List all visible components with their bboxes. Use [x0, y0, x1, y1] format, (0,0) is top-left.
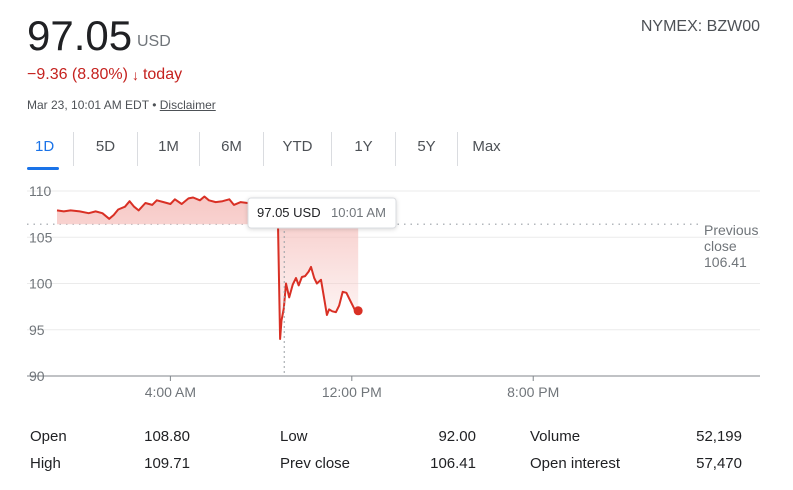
price-chart[interactable]: 90 95 100 105 110 4:00 AM 12:00 PM 8:00 PM Previ… — [0, 175, 793, 405]
arrow-down-icon: ↓ — [131, 67, 139, 83]
disclaimer-link[interactable]: Disclaimer — [159, 98, 216, 112]
x-tick-label: 12:00 PM — [322, 384, 382, 400]
price-change: −9.36 (8.80%) ↓ today — [27, 66, 182, 84]
tab-1d[interactable]: 1D — [27, 132, 73, 170]
stat-label: Open — [30, 428, 67, 445]
stat-value: 57,470 — [696, 455, 742, 472]
previous-close-label: close — [704, 238, 737, 254]
tooltip-box — [247, 197, 397, 229]
stat-value: 52,199 — [696, 428, 742, 445]
x-tick-label: 8:00 PM — [507, 384, 559, 400]
tab-6m[interactable]: 6M — [199, 132, 263, 166]
range-tabs: 1D 5D 1M 6M YTD 1Y 5Y Max — [27, 132, 515, 170]
tab-5y[interactable]: 5Y — [395, 132, 457, 166]
stat-label: Low — [280, 428, 308, 445]
previous-close-label: 106.41 — [704, 254, 747, 270]
tab-5d[interactable]: 5D — [73, 132, 137, 166]
tab-ytd[interactable]: YTD — [263, 132, 331, 166]
y-tick-label: 105 — [29, 229, 53, 245]
stat-value: 108.80 — [144, 428, 190, 445]
stat-label: Volume — [530, 428, 581, 445]
stat-value: 92.00 — [438, 428, 476, 445]
quote-meta: Mar 23, 10:01 AM EDT • Disclaimer — [27, 98, 216, 112]
previous-close-label: Previous — [704, 222, 758, 238]
stats-row: High 109.71 Prev close 106.41 Open interest 5… — [30, 450, 750, 477]
stat-value: 109.71 — [144, 455, 190, 472]
stat-label: Prev close — [280, 455, 351, 472]
exchange-ticker: NYMEX: BZW00 — [640, 18, 760, 35]
change-period: today — [142, 66, 183, 83]
stats-table: Open 108.80 Low 92.00 Volume 52,199 High 109.71… — [30, 423, 750, 477]
y-tick-label: 110 — [29, 183, 52, 199]
currency-label: USD — [137, 33, 171, 50]
y-tick-label: 90 — [29, 368, 45, 384]
tooltip-time: 10:01 AM — [331, 205, 386, 220]
tab-1m[interactable]: 1M — [137, 132, 199, 166]
x-tick-label: 4:00 AM — [145, 384, 196, 400]
current-price-dot — [353, 306, 363, 316]
meta-separator: • — [152, 98, 157, 112]
quote-timestamp: Mar 23, 10:01 AM EDT — [27, 98, 149, 112]
current-price: 97.05 — [27, 12, 133, 59]
y-tick-label: 100 — [29, 276, 53, 292]
tab-1y[interactable]: 1Y — [331, 132, 395, 166]
y-tick-label: 95 — [29, 322, 45, 338]
stat-value: 106.41 — [430, 455, 476, 472]
change-amount: −9.36 (8.80%) — [27, 66, 128, 83]
tooltip-price: 97.05 USD — [257, 205, 321, 220]
stat-label: High — [30, 455, 61, 472]
price-area — [57, 196, 359, 339]
stats-row: Open 108.80 Low 92.00 Volume 52,199 — [30, 423, 750, 450]
tab-max[interactable]: Max — [457, 132, 515, 166]
stat-label: Open interest — [530, 455, 621, 472]
